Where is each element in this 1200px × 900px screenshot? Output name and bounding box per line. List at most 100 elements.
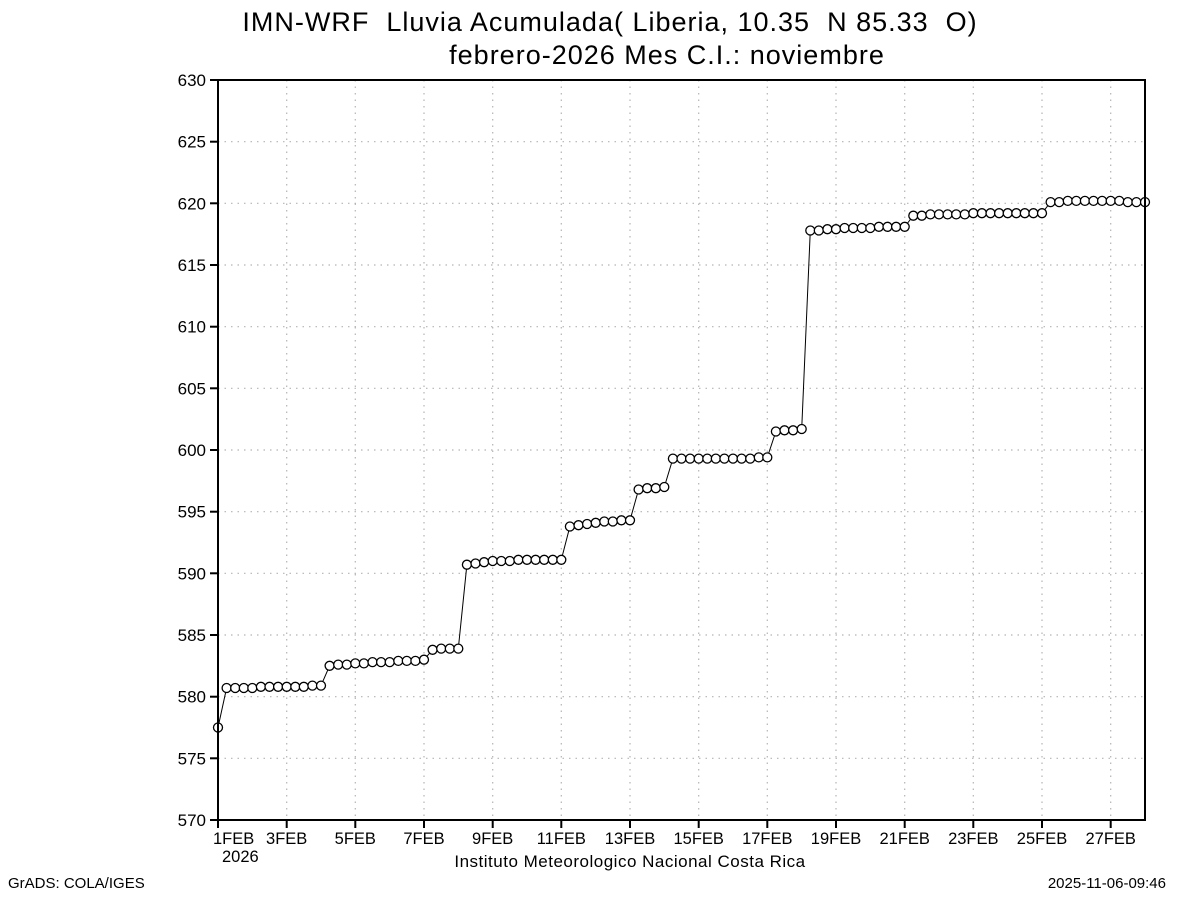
data-point-marker bbox=[890, 221, 902, 232]
data-point-marker bbox=[564, 521, 576, 532]
x-tick-label: 17FEB bbox=[742, 830, 792, 848]
data-point-marker bbox=[1002, 208, 1013, 219]
data-point-marker bbox=[779, 425, 790, 436]
data-point-marker bbox=[410, 655, 421, 667]
data-point-marker bbox=[822, 224, 833, 235]
data-point-marker bbox=[908, 210, 919, 221]
data-point-marker bbox=[727, 453, 739, 464]
data-point-marker bbox=[341, 659, 352, 670]
x-tick-label: 9FEB bbox=[472, 830, 513, 848]
x-tick-label: 13FEB bbox=[605, 830, 655, 848]
data-point-marker bbox=[916, 210, 927, 221]
data-point-marker bbox=[787, 425, 799, 436]
x-tick-label: 3FEB bbox=[266, 830, 307, 848]
data-point-marker bbox=[659, 481, 670, 493]
y-tick-label: 570 bbox=[178, 811, 206, 830]
data-point-marker bbox=[1088, 195, 1099, 207]
data-point-marker bbox=[736, 453, 747, 464]
data-point-marker bbox=[599, 516, 610, 527]
data-point-marker bbox=[796, 423, 807, 435]
x-tick-label: 15FEB bbox=[673, 830, 723, 848]
y-tick-label: 595 bbox=[178, 503, 206, 522]
y-tick-label: 605 bbox=[178, 379, 206, 398]
x-tick-label: 25FEB bbox=[1017, 830, 1067, 848]
y-tick-label: 585 bbox=[178, 626, 206, 645]
data-point-marker bbox=[470, 558, 481, 569]
data-point-marker bbox=[324, 660, 335, 671]
data-point-marker bbox=[496, 555, 507, 567]
data-point-marker bbox=[1054, 196, 1065, 208]
data-point-marker bbox=[281, 681, 292, 692]
data-point-marker bbox=[667, 453, 679, 464]
data-point-marker bbox=[882, 221, 893, 232]
x-tick-label: 27FEB bbox=[1085, 830, 1135, 848]
x-tick-label: 1FEB bbox=[213, 830, 254, 848]
data-point-marker bbox=[830, 224, 842, 235]
data-point-marker bbox=[993, 208, 1005, 219]
data-point-marker bbox=[307, 680, 318, 691]
data-point-marker bbox=[899, 221, 910, 232]
data-point-marker bbox=[581, 518, 593, 530]
data-point-marker bbox=[393, 655, 404, 667]
data-point-marker bbox=[530, 554, 541, 565]
data-point-marker bbox=[272, 681, 284, 692]
y-tick-label: 610 bbox=[178, 318, 206, 337]
data-point-marker bbox=[333, 659, 344, 670]
data-point-marker bbox=[959, 209, 970, 220]
data-point-marker bbox=[375, 656, 387, 668]
data-point-marker bbox=[1062, 195, 1073, 207]
data-point-marker bbox=[444, 643, 455, 654]
data-point-marker bbox=[521, 554, 533, 565]
y-tick-label: 630 bbox=[178, 71, 206, 90]
x-tick-label: 19FEB bbox=[811, 830, 861, 848]
data-point-marker bbox=[839, 222, 850, 234]
data-point-marker bbox=[676, 453, 687, 464]
x-axis-year-label: 2026 bbox=[222, 848, 259, 866]
data-point-marker bbox=[951, 209, 962, 220]
data-point-marker bbox=[1122, 196, 1133, 208]
data-point-marker bbox=[642, 483, 653, 494]
data-point-marker bbox=[504, 555, 515, 567]
data-point-marker bbox=[770, 426, 782, 437]
data-point-marker bbox=[1011, 208, 1022, 219]
data-point-marker bbox=[1096, 195, 1108, 207]
data-point-marker bbox=[401, 655, 412, 667]
data-point-marker bbox=[298, 681, 309, 692]
data-point-marker bbox=[624, 515, 636, 526]
data-point-marker bbox=[805, 225, 816, 236]
x-tick-label: 21FEB bbox=[879, 830, 929, 848]
data-point-marker bbox=[616, 515, 627, 526]
x-tick-label: 23FEB bbox=[948, 830, 998, 848]
data-point-marker bbox=[976, 208, 988, 219]
data-point-marker bbox=[264, 681, 275, 692]
data-point-marker bbox=[873, 221, 885, 232]
y-tick-label: 580 bbox=[178, 688, 206, 707]
data-point-marker bbox=[461, 559, 473, 570]
data-point-marker bbox=[693, 453, 704, 464]
data-point-marker bbox=[350, 658, 361, 669]
data-point-marker bbox=[933, 209, 945, 220]
chart-subtitle: febrero-2026 Mes C.I.: noviembre bbox=[449, 40, 885, 70]
data-point-marker bbox=[856, 222, 867, 234]
data-point-marker bbox=[719, 453, 730, 464]
x-axis-caption: Instituto Meteorologico Nacional Costa R… bbox=[454, 852, 806, 871]
data-point-marker bbox=[238, 682, 249, 694]
data-point-marker bbox=[427, 644, 438, 655]
y-tick-label: 590 bbox=[178, 564, 206, 583]
data-point-marker bbox=[1131, 196, 1142, 208]
data-point-marker bbox=[1045, 196, 1056, 208]
data-point-marker bbox=[753, 452, 764, 463]
data-point-marker bbox=[590, 517, 601, 528]
data-point-marker bbox=[1036, 208, 1048, 219]
x-tick-label: 7FEB bbox=[403, 830, 444, 848]
data-point-marker bbox=[513, 554, 524, 565]
y-tick-label: 620 bbox=[178, 194, 206, 213]
x-tick-label: 5FEB bbox=[335, 830, 376, 848]
data-point-marker bbox=[478, 557, 490, 568]
data-point-marker bbox=[418, 654, 430, 665]
data-point-marker bbox=[290, 681, 301, 692]
data-point-marker bbox=[453, 643, 464, 654]
data-point-marker bbox=[745, 453, 756, 464]
data-point-marker bbox=[710, 453, 721, 464]
data-point-marker bbox=[925, 209, 936, 220]
